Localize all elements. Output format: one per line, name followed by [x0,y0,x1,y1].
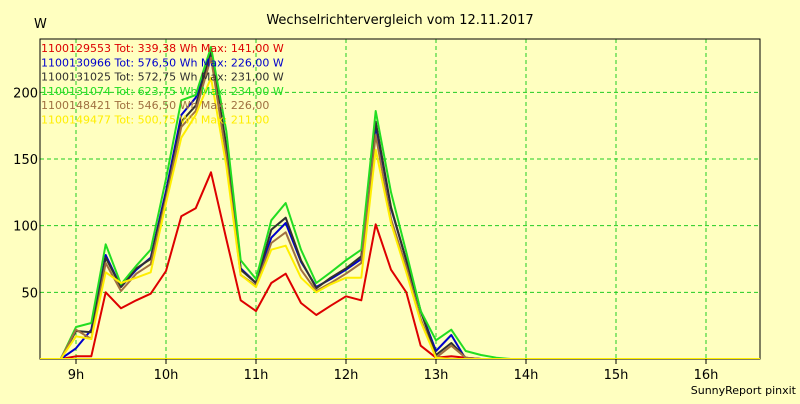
footer-credit: SunnyReport pinxit [691,384,797,397]
x-tick-label: 13h [424,368,449,383]
axes: 50 100 150 200 9h 10h 11h 12h 13h 14h 15h 16h [13,38,761,383]
series-line-1100149477 [40,76,481,359]
legend-entry-1100130966: 1100130966 Tot: 576,50 Wh Max: 226,00 W [41,56,284,69]
x-tick-label: 12h [334,368,359,383]
x-tick-label: 11h [244,368,269,383]
legend-entry-1100149477: 1100149477 Tot: 500,75 Wh Max: 211,00 [41,114,269,127]
chart-title: Wechselrichtervergleich vom 12.11.2017 [266,13,533,28]
legend-entry-1100131074: 1100131074 Tot: 623,75 Wh Max: 234,00 W [41,85,284,98]
series-lines [40,46,760,359]
legend-entry-1100129553: 1100129553 Tot: 339,38 Wh Max: 141,00 W [41,42,284,55]
x-tick-label: 15h [604,368,629,383]
y-tick-label: 150 [13,153,38,168]
legend-entry-1100131025: 1100131025 Tot: 572,75 Wh Max: 231,00 W [41,71,284,84]
series-line-1100129553 [40,171,482,359]
series-line-1100131074 [40,46,511,359]
y-tick-label: 100 [13,220,38,235]
y-tick-label: 50 [21,286,38,301]
x-tick-label: 14h [514,368,539,383]
x-tick-label: 10h [154,368,179,383]
legend-entry-1100148421: 1100148421 Tot: 546,50 Wh Max: 226,00 [41,99,269,112]
y-axis-unit-label: W [34,17,47,32]
x-tick-label: 16h [694,368,719,383]
legend: 1100129553 Tot: 339,38 Wh Max: 141,00 W1… [41,42,284,127]
y-tick-label: 200 [13,86,38,101]
x-tick-label: 9h [68,368,85,383]
